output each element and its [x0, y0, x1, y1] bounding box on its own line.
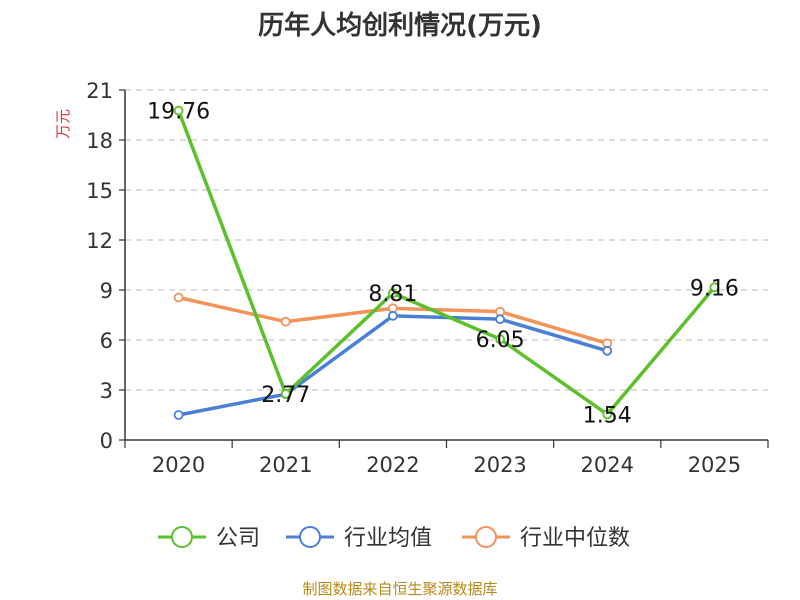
legend-label-2: 行业中位数 [520, 526, 630, 551]
y-tick-18: 18 [86, 129, 113, 153]
data-label-1-54: 1.54 [583, 403, 632, 428]
data-point-s2-2021[interactable] [280, 316, 291, 327]
x-tick-2024: 2024 [581, 453, 634, 477]
data-point-s2-2020[interactable] [173, 292, 184, 303]
x-tick-2020: 2020 [152, 453, 205, 477]
legend-label-0: 公司 [216, 526, 260, 551]
data-label-19-76: 19.76 [147, 100, 210, 125]
y-tick-15: 15 [86, 179, 113, 203]
series-line-1 [178, 314, 608, 417]
data-label-9-16: 9.16 [690, 276, 739, 301]
data-point-s0-2021[interactable] [280, 388, 291, 399]
legend-marker-0 [171, 526, 193, 548]
source-note: 制图数据来自恒生聚源数据库 [302, 580, 497, 598]
data-point-s1-2023[interactable] [495, 314, 505, 325]
grid-lines [125, 89, 768, 391]
y-tick-3: 3 [100, 379, 113, 403]
y-tick-21: 21 [86, 79, 113, 103]
legend-item-2[interactable]: 行业中位数 [462, 526, 630, 551]
y-axis-label: 万元 [54, 109, 72, 139]
x-tick-labels: 2020 2021 2022 2023 2024 2025 [124, 440, 769, 477]
legend-item-0[interactable]: 公司 [158, 526, 260, 551]
legend-marker-1 [299, 526, 321, 548]
y-tick-0: 0 [100, 429, 113, 453]
x-tick-2025: 2025 [688, 453, 741, 477]
data-labels: 19.76 2.77 8.81 6.05 1.54 9.16 [147, 100, 739, 429]
series-line-0 [176, 110, 716, 417]
legend[interactable]: 公司 行业均值 行业中位数 [158, 526, 630, 551]
y-tick-9: 9 [100, 279, 113, 303]
data-label-6-05: 6.05 [476, 328, 525, 353]
x-tick-2021: 2021 [259, 453, 312, 477]
data-point-s1-2020[interactable] [173, 410, 184, 420]
legend-item-1[interactable]: 行业均值 [286, 526, 432, 551]
y-tick-12: 12 [86, 229, 113, 253]
data-point-s1-2022[interactable] [388, 310, 398, 321]
legend-marker-2 [475, 526, 497, 548]
series-lines [173, 105, 720, 420]
data-label-2-77: 2.77 [261, 383, 310, 408]
data-point-s0-2022[interactable] [388, 288, 398, 299]
y-tick-labels: 0 3 6 9 12 15 18 21 [86, 79, 125, 453]
x-tick-2022: 2022 [366, 453, 419, 477]
data-point-s0-2025[interactable] [709, 282, 720, 293]
y-tick-6: 6 [100, 329, 113, 353]
data-point-s0-2024[interactable] [602, 409, 613, 420]
chart-title: 历年人均创利情况(万元) [258, 10, 542, 41]
axes [124, 90, 768, 441]
legend-label-1: 行业均值 [344, 526, 432, 551]
x-tick-2023: 2023 [473, 453, 526, 477]
data-point-s1-2024[interactable] [602, 345, 613, 356]
data-point-s0-2023[interactable] [495, 334, 505, 345]
data-point-s0-2020[interactable] [173, 105, 184, 116]
data-label-8-81: 8.81 [368, 282, 417, 307]
